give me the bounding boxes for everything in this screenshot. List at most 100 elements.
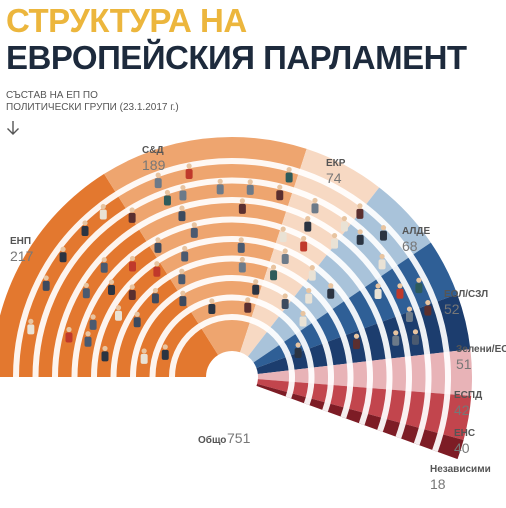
member-head	[270, 264, 277, 270]
member-figure	[378, 259, 386, 270]
member-head	[129, 207, 135, 213]
title-line-2: ЕВРОПЕЙСКИЯ ПАРЛАМЕНТ	[6, 39, 467, 76]
member-figure	[356, 208, 364, 219]
member-head	[100, 203, 106, 210]
member-figure	[285, 172, 293, 183]
party-name-2: С&Д	[142, 145, 164, 156]
member-head	[300, 310, 306, 317]
member-figure	[161, 349, 169, 360]
member-head	[301, 235, 307, 242]
member-figure	[304, 221, 312, 232]
member-figure	[100, 262, 108, 273]
member-head	[247, 179, 253, 185]
bench-ring	[52, 197, 412, 439]
member-figure	[405, 312, 413, 323]
sector-3	[240, 148, 380, 357]
member-head	[282, 248, 288, 254]
bench-ring	[130, 275, 334, 412]
chamber-rings	[13, 158, 451, 452]
member-figure	[190, 227, 198, 238]
member-head	[380, 225, 387, 231]
member-figure	[281, 254, 289, 265]
member-figure	[237, 242, 245, 253]
member-figure	[153, 266, 161, 277]
member-figure	[128, 261, 136, 272]
member-head	[295, 342, 301, 348]
member-head	[406, 306, 413, 312]
party-seats-6: 51	[456, 356, 472, 372]
member-head	[245, 297, 251, 303]
subtitle-line-1: СЪСТАВ НА ЕП ПО	[6, 90, 98, 101]
party-seats-5: 52	[444, 301, 460, 317]
member-figure	[327, 288, 335, 299]
member-head	[141, 348, 147, 354]
member-head	[66, 326, 72, 333]
member-head	[180, 184, 186, 191]
member-figure	[208, 303, 216, 314]
member-figure	[352, 339, 360, 350]
member-figure	[396, 288, 404, 299]
member-figure	[27, 324, 35, 335]
party-name-3: ЕКР	[326, 158, 346, 169]
member-figure	[311, 203, 319, 214]
member-head	[397, 283, 403, 289]
member-figure	[299, 316, 307, 327]
member-figure	[305, 293, 313, 304]
member-head	[90, 314, 96, 320]
member-figure	[308, 270, 316, 281]
member-figure	[99, 209, 107, 220]
member-figure	[356, 234, 364, 245]
member-head	[179, 268, 185, 274]
party-seats-7: 42	[454, 402, 470, 418]
member-figure	[252, 284, 260, 295]
member-head	[416, 277, 422, 283]
member-figure	[178, 211, 186, 222]
member-head	[277, 184, 283, 190]
subtitle-line-2: ПОЛИТИЧЕСКИ ГРУПИ (23.1.2017 г.)	[6, 102, 179, 113]
member-head	[393, 330, 399, 336]
member-head	[101, 257, 107, 263]
member-figure	[108, 285, 116, 296]
member-figure	[238, 203, 246, 214]
sector-7	[257, 349, 473, 397]
member-figure	[415, 283, 423, 294]
member-head	[129, 255, 136, 262]
bench-ring	[110, 255, 354, 419]
bench-ring	[91, 236, 373, 426]
member-head	[152, 287, 159, 294]
member-head	[186, 163, 192, 169]
member-figure	[114, 310, 122, 321]
member-head	[305, 216, 311, 222]
member-head	[28, 318, 34, 324]
member-figure	[379, 230, 387, 241]
member-figure	[392, 335, 400, 346]
member-head	[60, 246, 66, 252]
party-name-6: Зелени/ЕСА	[456, 344, 506, 355]
member-figure	[140, 353, 148, 364]
title-line-1: СТРУКТУРА НА	[6, 2, 247, 39]
member-figure	[279, 232, 287, 243]
member-figure	[81, 225, 89, 236]
member-head	[134, 311, 140, 317]
member-head	[328, 283, 334, 289]
member-head	[312, 197, 318, 204]
party-seats-3: 74	[326, 170, 342, 186]
down-arrow-icon	[7, 121, 19, 135]
party-seats-2: 189	[142, 157, 166, 173]
member-figure	[65, 332, 73, 343]
member-head	[306, 287, 312, 294]
party-name-8: ЕНС	[454, 428, 475, 439]
member-head	[379, 253, 385, 260]
bench-ring	[169, 314, 295, 399]
chart-subtitle: СЪСТАВ НА ЕП ПО ПОЛИТИЧЕСКИ ГРУПИ (23.1.…	[6, 90, 196, 114]
member-head	[164, 189, 171, 196]
bench-ring	[71, 216, 393, 432]
member-figure	[246, 184, 254, 195]
member-head	[191, 222, 197, 228]
member-head	[280, 226, 286, 232]
member-figure	[133, 317, 141, 328]
bench-ring	[32, 177, 432, 446]
member-head	[82, 220, 88, 226]
total-value: 751	[227, 430, 251, 446]
